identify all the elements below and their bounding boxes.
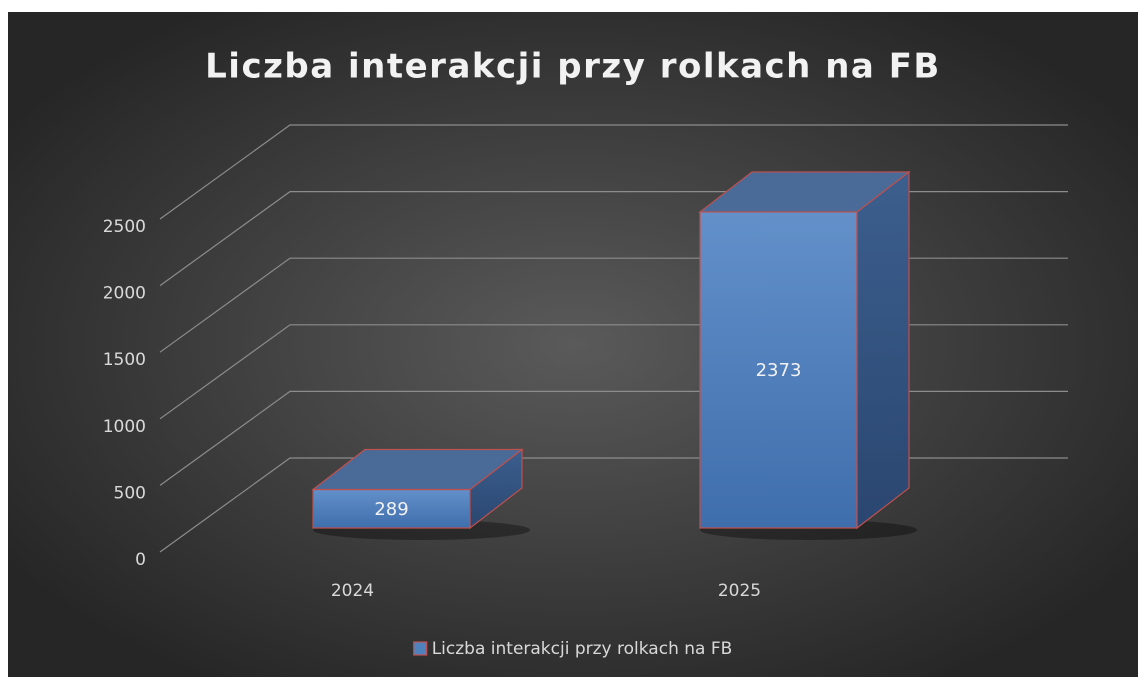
bar-side [856, 170, 910, 530]
bar-top [311, 448, 524, 491]
chart-title: Liczba interakcji przy rolkach na FB [205, 47, 941, 87]
data-label: 2373 [756, 360, 802, 381]
bar-top [698, 171, 911, 213]
x-tick-label: 2025 [718, 581, 761, 601]
legend-label: Liczba interakcji przy rolkach na FB [432, 639, 733, 659]
chart-background [8, 12, 1138, 677]
y-tick-label: 2500 [103, 217, 146, 237]
legend-swatch [413, 641, 428, 656]
x-tick-label: 2024 [331, 581, 374, 601]
y-tick-label: 0 [135, 550, 146, 570]
data-label: 289 [374, 499, 408, 520]
y-tick-label: 500 [114, 483, 146, 503]
y-tick-label: 1500 [103, 350, 146, 370]
y-tick-label: 2000 [103, 284, 146, 304]
grid-line [159, 124, 1068, 220]
y-tick-label: 1000 [103, 417, 146, 437]
